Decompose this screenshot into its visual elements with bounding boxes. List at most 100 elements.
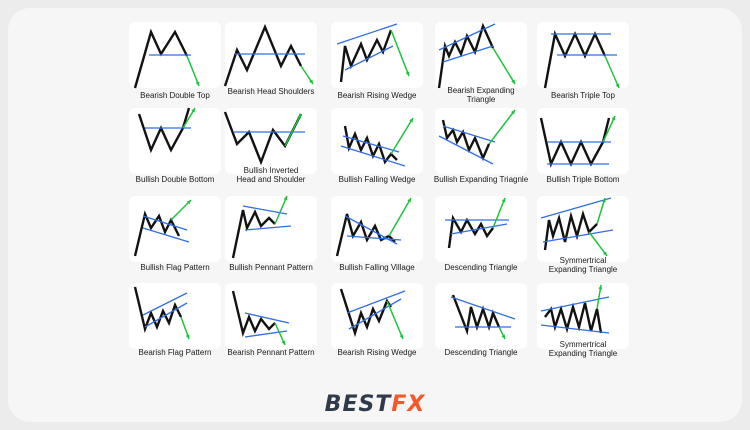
breakout-arrow-up — [180, 316, 190, 340]
trendline — [142, 227, 190, 243]
bestfx-logo: BESTFX — [0, 392, 750, 418]
pattern-diagram-descending-triangle-2 — [450, 294, 516, 340]
pattern-label: Symmertrical Expanding Triangle — [548, 340, 618, 359]
price-path — [343, 125, 398, 165]
pattern-label: Bearish Rising Wedge — [337, 91, 417, 100]
breakout-arrow-down — [492, 47, 516, 85]
price-path — [339, 29, 393, 83]
pattern-card-bullish-falling-wedge: Bullish Falling Wedge — [331, 108, 423, 184]
trendline — [344, 45, 394, 71]
price-path — [544, 302, 603, 334]
trendline — [450, 223, 508, 235]
pattern-label: Bullish Double Bottom — [135, 175, 215, 184]
trendline — [144, 302, 188, 328]
price-path — [231, 290, 276, 338]
breakout-arrow-up — [390, 117, 414, 155]
price-path — [137, 107, 191, 154]
trendline — [142, 292, 188, 316]
pattern-diagram-symmetrical-expanding-triangle-up — [540, 197, 614, 257]
price-path — [441, 119, 491, 162]
logo-word-best: BEST — [324, 392, 392, 417]
trendline — [438, 23, 496, 51]
price-path — [133, 28, 189, 89]
breakout-arrow-up — [488, 109, 516, 145]
price-path — [223, 23, 303, 87]
trendline — [346, 290, 406, 314]
breakout-arrow-up — [170, 199, 192, 221]
pattern-label: Bullish Falling Wedge — [338, 175, 416, 184]
trendline — [340, 145, 406, 167]
pattern-label: Bullish Inverted Head and Shoulder — [236, 166, 306, 185]
breakout-arrow-down — [588, 231, 608, 257]
breakout-arrow-up — [388, 197, 412, 237]
breakout-arrow-up — [182, 107, 196, 129]
breakout-arrow-up — [602, 115, 616, 143]
pattern-label: Bullish Expanding Triagnle — [433, 175, 529, 184]
price-path — [543, 209, 598, 251]
trendline — [442, 125, 496, 143]
breakout-arrow-down — [390, 29, 410, 77]
pattern-label: Bearish Pennant Pattern — [227, 348, 315, 357]
trendline — [540, 197, 612, 219]
pattern-diagram-bullish-inverted-head-shoulder — [223, 111, 305, 166]
pattern-card-bullish-triple-bottom: Bullish Triple Bottom — [537, 108, 629, 184]
trendline — [540, 296, 610, 312]
pattern-card-bearish-rising-wedge-2: Bearish Rising Wedge — [331, 283, 423, 357]
price-path — [339, 288, 392, 338]
pattern-diagram-bullish-flag — [133, 199, 192, 257]
pattern-card-bearish-pennant: Bearish Pennant Pattern — [225, 283, 317, 357]
price-path — [543, 30, 607, 89]
breakout-arrow-up — [274, 195, 288, 225]
trendline — [244, 330, 288, 338]
trendline — [346, 235, 402, 241]
trendline — [336, 23, 398, 45]
pattern-diagram-bearish-pennant — [231, 290, 290, 346]
pattern-diagram-bullish-triple-bottom — [539, 115, 616, 168]
price-path — [539, 117, 611, 168]
pattern-diagram-bearish-head-shoulders — [223, 23, 314, 87]
breakout-arrow-up — [386, 300, 404, 340]
breakout-arrow-down — [300, 65, 314, 85]
pattern-diagram-bullish-falling-wedge — [340, 117, 414, 167]
pattern-card-descending-triangle-2: Descending Triangle — [435, 283, 527, 357]
breakout-arrow-down — [604, 55, 620, 89]
pattern-label: Bearish Rising Wedge — [337, 348, 417, 357]
trendline — [244, 225, 292, 231]
breakout-arrow-up — [274, 322, 286, 346]
pattern-card-descending-triangle: Descending Triangle — [435, 196, 527, 272]
pattern-card-bullish-falling-village: Bullish Falling Village — [331, 196, 423, 272]
pattern-diagram-bullish-pennant — [231, 195, 292, 259]
trendline — [344, 215, 398, 245]
pattern-diagram-descending-triangle — [445, 197, 509, 249]
pattern-card-symmetrical-expanding-triangle-down: Symmertrical Expanding Triangle — [537, 283, 629, 358]
trendline — [342, 135, 400, 153]
pattern-diagram-bullish-expanding-triangle — [438, 109, 516, 165]
pattern-card-bearish-flag: Bearish Flag Pattern — [129, 283, 221, 357]
breakout-arrow-up — [492, 197, 506, 229]
pattern-card-bearish-rising-wedge: Bearish Rising Wedge — [331, 22, 423, 100]
pattern-diagram-bearish-rising-wedge-2 — [339, 288, 406, 340]
pattern-card-bullish-pennant: Bullish Pennant Pattern — [225, 195, 317, 272]
pattern-label: Symmertrical Expanding Triangle — [548, 256, 618, 275]
pattern-label: Bearish Expanding Triangle — [447, 86, 515, 105]
trendline — [442, 45, 494, 63]
pattern-diagram-symmetrical-expanding-triangle-down — [540, 284, 610, 334]
price-path — [437, 22, 495, 89]
pattern-card-bullish-expanding-triangle: Bullish Expanding Triagnle — [434, 108, 528, 184]
price-path — [335, 213, 396, 257]
logo-word-fx: FX — [391, 392, 426, 417]
pattern-label: Bullish Triple Bottom — [546, 175, 620, 184]
trendline — [540, 324, 610, 334]
trendline — [438, 135, 494, 165]
breakout-arrow-up — [498, 326, 506, 340]
pattern-label: Bearish Triple Top — [551, 91, 615, 100]
pattern-diagram-bearish-flag — [133, 286, 190, 340]
pattern-diagram-bearish-rising-wedge — [336, 23, 410, 83]
breakout-arrow-down — [186, 55, 200, 87]
trendline — [450, 296, 516, 320]
pattern-diagram-bearish-expanding-triangle — [437, 22, 516, 89]
pattern-diagram-bearish-triple-top — [543, 30, 620, 89]
pattern-label: Bullish Falling Village — [339, 263, 415, 272]
pattern-label: Descending Triangle — [444, 348, 518, 357]
pattern-label: Bearish Flag Pattern — [138, 348, 212, 357]
